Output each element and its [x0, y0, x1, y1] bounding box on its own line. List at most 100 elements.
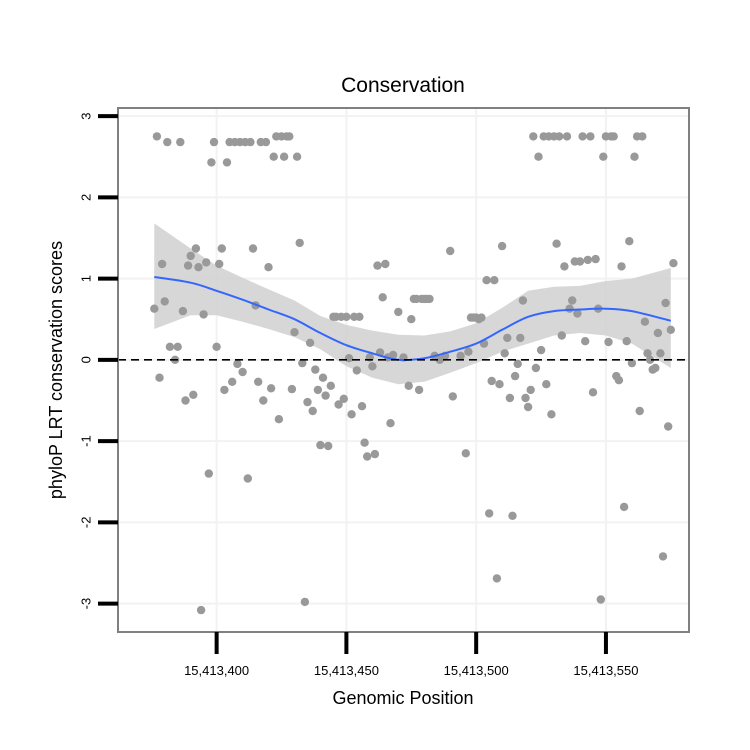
data-point: [664, 422, 673, 431]
x-tick-label: 15,413,450: [314, 663, 379, 678]
y-tick-label: -3: [78, 598, 93, 610]
data-point: [464, 347, 473, 356]
data-point: [274, 415, 284, 424]
data-point: [555, 132, 564, 141]
data-point: [269, 152, 278, 161]
data-point: [630, 152, 639, 161]
data-point: [500, 349, 509, 358]
data-point: [407, 315, 416, 324]
data-point: [316, 440, 325, 450]
data-point: [560, 262, 569, 271]
data-point: [228, 377, 237, 386]
x-tick-label: 15,413,400: [184, 663, 249, 678]
data-point: [386, 419, 395, 428]
data-point: [622, 337, 631, 346]
data-point: [617, 262, 626, 271]
data-point: [658, 552, 668, 561]
data-point: [321, 391, 330, 400]
data-point: [461, 449, 470, 458]
data-point: [303, 397, 312, 407]
data-point: [477, 313, 486, 322]
chart-title: Conservation: [341, 74, 465, 97]
data-point: [165, 342, 175, 351]
data-point: [487, 376, 496, 386]
data-point: [360, 438, 369, 447]
data-point: [352, 366, 361, 375]
data-point: [497, 241, 507, 251]
data-point: [614, 376, 624, 385]
data-point: [503, 333, 512, 343]
data-point: [542, 380, 551, 389]
data-point: [586, 132, 595, 141]
axis-ticks: -3 -2 -1 0 1 2 3 15,413,400 15,413,450 15,413,500…: [78, 112, 638, 678]
data-point: [651, 363, 660, 373]
data-point: [492, 574, 502, 583]
data-point: [446, 246, 455, 256]
data-point: [609, 132, 618, 141]
y-tick-label: 1: [79, 275, 94, 282]
data-point: [425, 294, 434, 304]
y-tick-label: -2: [79, 517, 94, 529]
data-point: [191, 244, 201, 253]
data-point: [266, 384, 276, 393]
data-point: [292, 152, 302, 161]
data-point: [212, 342, 221, 351]
data-point: [204, 469, 213, 478]
data-point: [215, 259, 224, 269]
data-point: [565, 304, 574, 313]
y-axis-title: phyloP LRT conservation scores: [46, 241, 66, 499]
data-point: [523, 402, 533, 412]
data-point: [313, 385, 323, 395]
data-point: [495, 380, 504, 389]
data-point: [619, 502, 629, 512]
data-point: [645, 355, 655, 364]
data-point: [207, 158, 216, 167]
data-point: [521, 393, 530, 403]
data-point: [562, 132, 572, 141]
plot-frame: [117, 107, 690, 633]
data-point: [456, 351, 465, 360]
data-point: [625, 237, 634, 246]
data-point: [536, 345, 546, 355]
data-point: [324, 441, 333, 451]
data-point: [238, 367, 247, 377]
data-point: [189, 390, 198, 399]
data-point: [305, 338, 315, 347]
data-point: [510, 371, 520, 381]
data-point: [588, 388, 598, 397]
data-point: [378, 293, 387, 302]
data-point: [370, 449, 380, 459]
data-point: [246, 137, 255, 147]
data-point: [363, 452, 372, 461]
data-point: [583, 255, 592, 265]
data-point: [526, 385, 535, 395]
data-point: [448, 392, 457, 401]
data-point: [575, 257, 585, 266]
data-point: [591, 254, 600, 264]
data-point: [653, 328, 663, 338]
data-point: [516, 333, 525, 343]
data-point: [394, 307, 403, 317]
data-point: [661, 298, 670, 308]
data-point: [163, 137, 172, 147]
data-point: [285, 132, 294, 141]
data-point: [357, 402, 367, 411]
data-point: [666, 325, 675, 334]
data-point: [222, 158, 232, 167]
data-point: [259, 396, 268, 405]
data-point: [388, 350, 398, 360]
data-point: [243, 474, 252, 483]
data-point: [160, 297, 169, 306]
data-point: [656, 349, 665, 358]
data-point: [485, 509, 494, 518]
data-point: [196, 605, 206, 615]
x-tick-label: 15,413,500: [444, 663, 509, 678]
data-point: [254, 377, 263, 386]
data-point: [573, 309, 582, 318]
data-point: [643, 349, 652, 358]
data-point: [638, 132, 647, 141]
data-point: [178, 306, 188, 316]
data-point: [173, 342, 182, 351]
data-point: [157, 259, 167, 269]
data-point: [339, 394, 348, 403]
